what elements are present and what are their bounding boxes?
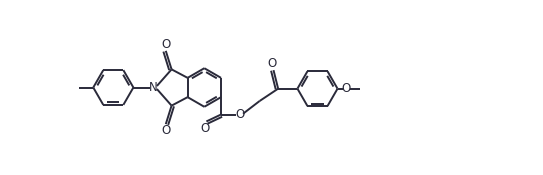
Text: O: O: [235, 108, 244, 121]
Text: O: O: [200, 121, 210, 135]
Text: N: N: [149, 81, 158, 94]
Text: O: O: [161, 38, 171, 51]
Text: O: O: [267, 57, 276, 71]
Text: O: O: [342, 82, 351, 95]
Text: O: O: [161, 124, 171, 137]
